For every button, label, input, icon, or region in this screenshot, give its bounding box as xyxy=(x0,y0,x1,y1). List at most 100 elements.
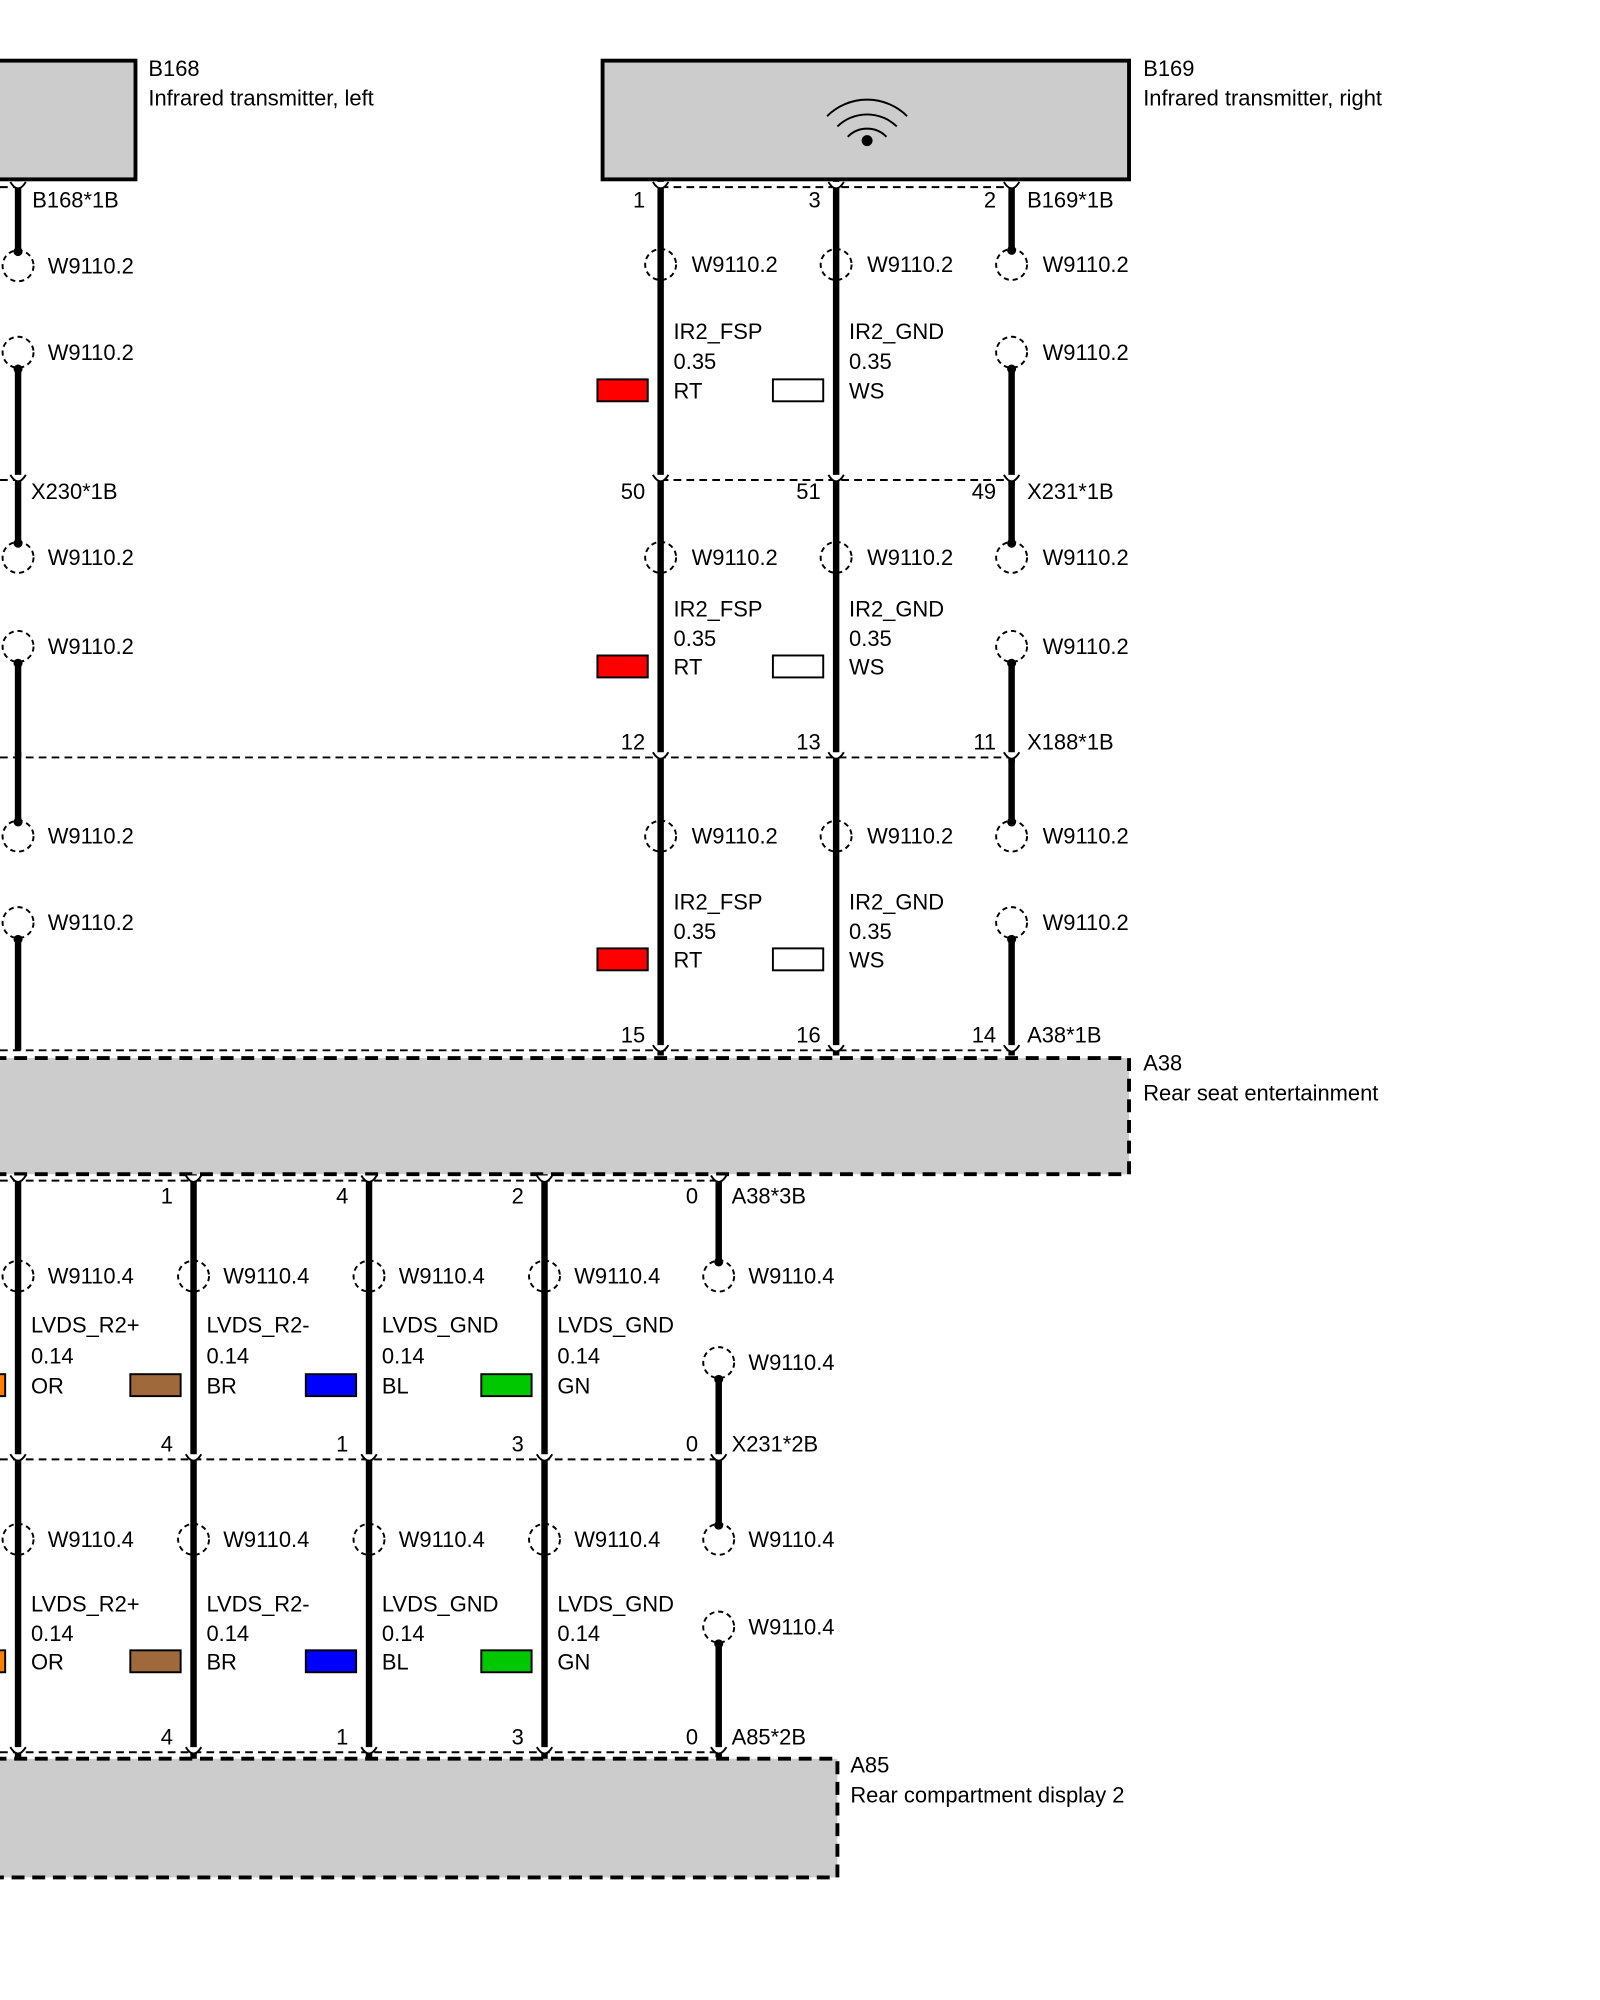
pin-number: 3 xyxy=(512,1724,524,1749)
pin xyxy=(827,474,845,483)
splice-label: W9110.2 xyxy=(692,252,778,277)
pin xyxy=(1003,181,1021,190)
splice xyxy=(644,819,678,853)
splice xyxy=(819,540,853,574)
splice-label: W9110.2 xyxy=(692,824,778,849)
wire-color: GN xyxy=(557,1373,590,1398)
wire-size: 0.14 xyxy=(382,1621,425,1646)
wire-signal: LVDS_R2- xyxy=(206,1591,309,1616)
pin-number: 1 xyxy=(336,1724,348,1749)
wire-signal: IR2_FSP xyxy=(674,319,763,344)
splice xyxy=(1,1522,35,1556)
pin-number: 2 xyxy=(984,188,996,213)
pin xyxy=(9,1453,27,1462)
wire-size: 0.14 xyxy=(206,1621,249,1646)
connector-label: A38*3B xyxy=(732,1184,806,1209)
wire-color: RT xyxy=(674,378,703,403)
splice-dot xyxy=(1007,817,1017,827)
color-swatch xyxy=(304,1373,358,1398)
splice-dot xyxy=(13,364,23,374)
wire-color: OR xyxy=(31,1373,64,1398)
splice-dot xyxy=(13,658,23,668)
pin xyxy=(1003,751,1021,760)
wire-size: 0.14 xyxy=(557,1621,600,1646)
wire-signal: LVDS_R2+ xyxy=(31,1591,140,1616)
splice-label: W9110.2 xyxy=(1043,340,1129,365)
pin xyxy=(360,1174,378,1183)
pin xyxy=(710,1174,728,1183)
splice-dot xyxy=(714,1520,724,1530)
splice-label: W9110.4 xyxy=(748,1350,834,1375)
pin xyxy=(360,1746,378,1755)
splice-dot xyxy=(714,1374,724,1384)
splice-label: W9110.2 xyxy=(867,252,953,277)
pin-number: 11 xyxy=(973,729,996,754)
splice-label: W9110.4 xyxy=(223,1527,309,1552)
splice-label: W9110.2 xyxy=(1043,824,1129,849)
wire-signal: IR2_GND xyxy=(849,319,944,344)
wire-color: RT xyxy=(674,655,703,680)
wire-size: 0.35 xyxy=(674,626,717,651)
splice xyxy=(995,335,1029,369)
wire-color: WS xyxy=(849,378,884,403)
wire-color: WS xyxy=(849,948,884,973)
wire-color: BR xyxy=(206,1373,236,1398)
splice-label: W9110.2 xyxy=(1043,910,1129,935)
pin xyxy=(535,1174,554,1183)
wire-color: OR xyxy=(31,1649,64,1674)
wire-size: 0.14 xyxy=(31,1344,74,1369)
pin-number: 49 xyxy=(972,479,996,504)
splice xyxy=(644,248,678,281)
splice xyxy=(1,335,35,369)
wire-size: 0.35 xyxy=(849,626,892,651)
splice xyxy=(1,629,35,663)
splice-label: W9110.4 xyxy=(574,1527,660,1552)
wire-signal: IR2_GND xyxy=(849,597,944,622)
pin xyxy=(652,181,670,190)
splice xyxy=(1,906,35,940)
splice-label: W9110.4 xyxy=(223,1264,309,1289)
wire-size: 0.14 xyxy=(557,1344,600,1369)
splice-label: W9110.4 xyxy=(48,1527,134,1552)
pin xyxy=(360,1453,378,1462)
splice-dot xyxy=(13,247,23,257)
wire-color: BL xyxy=(382,1649,409,1674)
pin xyxy=(827,181,845,190)
wire-size: 0.35 xyxy=(849,919,892,944)
splice-label: W9110.4 xyxy=(748,1264,834,1289)
pin xyxy=(652,1044,670,1053)
pin-number: 4 xyxy=(336,1184,348,1209)
pin-number: 16 xyxy=(796,1022,820,1047)
color-swatch xyxy=(480,1373,533,1398)
splice xyxy=(702,1610,736,1644)
pin xyxy=(9,1746,27,1755)
splice xyxy=(644,540,678,574)
pin xyxy=(1003,474,1021,483)
pin xyxy=(652,751,670,760)
color-swatch xyxy=(596,654,649,679)
component-box xyxy=(0,58,138,182)
pin xyxy=(710,1453,728,1462)
pin-number: 12 xyxy=(621,729,645,754)
wire-size: 0.35 xyxy=(674,349,717,374)
color-swatch xyxy=(304,1649,358,1674)
wire-signal: LVDS_R2- xyxy=(206,1313,309,1338)
wire-signal: IR2_FSP xyxy=(674,597,763,622)
component-box xyxy=(0,1756,840,1880)
infrared-icon xyxy=(826,98,908,147)
wire-color: GN xyxy=(557,1649,590,1674)
splice-label: W9110.2 xyxy=(48,545,134,570)
wire-color: BL xyxy=(382,1373,409,1398)
splice xyxy=(352,1259,386,1293)
splice-dot xyxy=(13,817,23,827)
component-id: A85 xyxy=(850,1753,889,1778)
pin-number: 1 xyxy=(336,1431,348,1456)
component-name: Infrared transmitter, left xyxy=(148,86,373,111)
splice-dot xyxy=(1007,538,1017,548)
wire-signal: LVDS_GND xyxy=(382,1591,499,1616)
splice xyxy=(352,1522,386,1556)
component-id: B168 xyxy=(148,56,199,81)
wire-size: 0.14 xyxy=(206,1344,249,1369)
color-swatch xyxy=(129,1373,182,1398)
pin-number: 51 xyxy=(796,479,820,504)
